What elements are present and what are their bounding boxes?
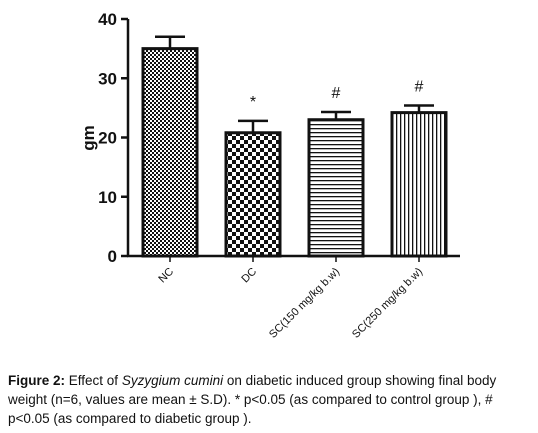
bars <box>141 35 448 258</box>
x-tick-label: SC(250 mg/kg b.w) <box>350 266 425 341</box>
bar <box>224 131 282 258</box>
significance-marker: # <box>415 79 424 96</box>
x-tick-label: NC <box>156 266 176 286</box>
significance-marker: # <box>332 85 341 102</box>
figure-caption: Figure 2: Effect of Syzygium cumini on d… <box>8 371 532 428</box>
y-tick-label: 0 <box>108 247 117 266</box>
y-tick-label: 30 <box>98 69 117 88</box>
caption-text-2: on diabetic induced group showing final … <box>8 373 497 426</box>
y-tick-label: 10 <box>98 188 117 207</box>
y-tick-label: 40 <box>98 10 117 29</box>
y-tick-label: 20 <box>98 129 117 148</box>
bar <box>141 47 199 258</box>
caption-label: Figure 2: <box>8 373 66 388</box>
caption-species: Syzygium cumini <box>121 373 224 388</box>
y-axis-label: gm <box>79 125 98 151</box>
x-tick-label: DC <box>239 266 259 286</box>
bar <box>307 118 365 258</box>
bar-chart: 0 10 20 30 40 NC * DC # SC(150 mg/kg b.w) # SC(250… <box>79 10 460 341</box>
bar <box>390 111 448 258</box>
x-tick-label: SC(150 mg/kg b.w) <box>267 266 342 341</box>
significance-marker: * <box>250 94 256 111</box>
caption-text-1: Effect of <box>65 373 122 388</box>
